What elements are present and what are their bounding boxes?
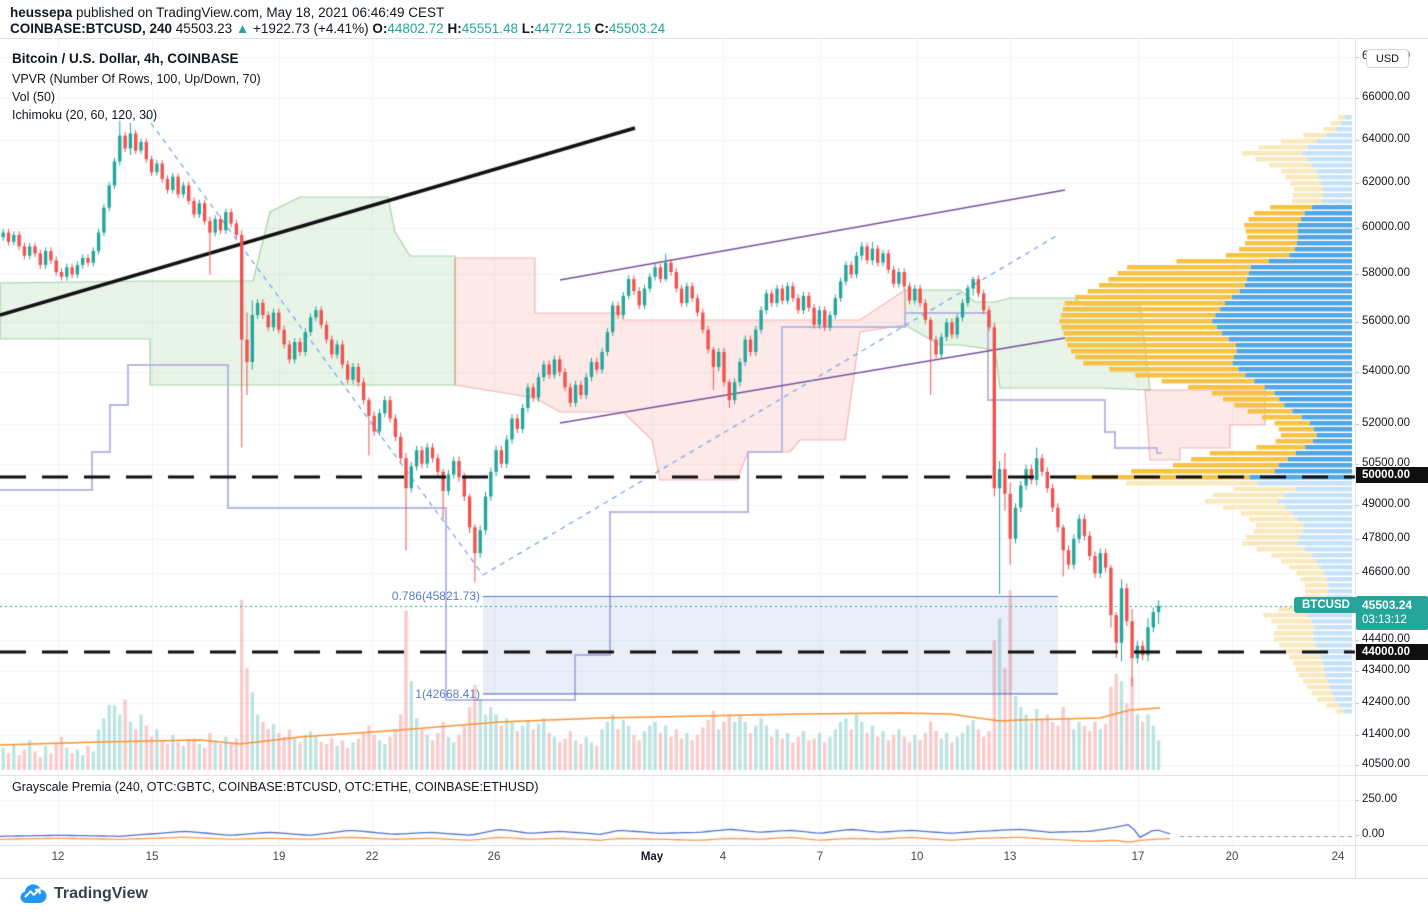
price-tick-label: 42400.00 [1362,695,1410,708]
price-tick-label: 41400.00 [1362,728,1410,741]
tradingview-logo[interactable]: TradingView [20,882,148,905]
high-value: 45551.48 [461,21,519,36]
fib-0786-label[interactable]: 0.786(45821.73) [391,589,480,603]
sub-pane-tick-label: 250.00 [1362,793,1398,805]
price-axis-border [1355,38,1356,878]
price-tick-label: 40500.00 [1362,758,1410,771]
time-axis-divider [0,845,1428,846]
price-line-symbol-tag[interactable]: BTCUSD [1294,597,1358,613]
publish-info: heussepa published on TradingView.com, M… [10,5,445,20]
price-tick-label: 64000.00 [1362,132,1410,145]
low-value: 44772.15 [534,21,591,36]
currency-toggle-button[interactable]: USD [1366,49,1409,68]
time-tick-label: 13 [1003,851,1017,863]
price-change: +1922.73 (+4.41%) [253,21,369,36]
sub-pane-legend[interactable]: Grayscale Premia (240, OTC:GBTC, COINBAS… [12,780,539,794]
price-tick-label: 58000.00 [1362,267,1410,280]
time-tick-label: 7 [816,851,824,863]
chart-title[interactable]: Bitcoin / U.S. Dollar, 4h, COINBASE [12,51,239,66]
time-tick-label: 12 [51,851,65,863]
price-tick-label: 46600.00 [1362,566,1410,579]
tradingview-logo-text: TradingView [54,884,148,902]
symbol-name[interactable]: COINBASE:BTCUSD, 240 [10,21,173,36]
time-tick-label: 15 [145,851,159,863]
level-badge-50000: 50000.00 [1356,467,1428,483]
time-tick-label: 4 [719,851,727,863]
chart-bottom-border [0,878,1428,879]
time-tick-label: 22 [365,851,379,863]
time-tick-label: May [640,851,664,863]
price-tick-label: 47800.00 [1362,531,1410,544]
open-value: 44802.72 [387,21,444,36]
price-tick-label: 62000.00 [1362,176,1410,189]
up-arrow-icon: ▲ [235,21,250,36]
symbol-ohlc-strip: COINBASE:BTCUSD, 240 45503.23 ▲ +1922.73… [10,21,666,36]
sub-pane-tick-label: 0.00 [1362,828,1385,840]
price-tick-label: 54000.00 [1362,365,1410,378]
price-tick-label: 56000.00 [1362,315,1410,328]
close-value: 45503.24 [608,21,666,36]
current-price-value: 45503.24 [1362,598,1413,612]
pane-divider[interactable] [0,775,1428,776]
last-price: 45503.23 [175,21,233,36]
legend-volume[interactable]: Vol (50) [12,90,56,104]
bar-countdown: 03:13:12 [1362,614,1407,626]
username: heussepa [10,5,73,20]
price-tick-label: 49000.00 [1362,497,1410,510]
price-tick-label: 44400.00 [1362,632,1410,645]
time-tick-label: 20 [1225,851,1239,863]
fib-1-label[interactable]: 1(42668.41) [415,687,480,701]
level-badge-44000: 44000.00 [1356,644,1428,660]
price-tick-label: 50500.00 [1362,456,1410,469]
price-tick-label: 52000.00 [1362,416,1410,429]
time-tick-label: 17 [1131,851,1145,863]
time-tick-label: 26 [487,851,501,863]
tradingview-cloud-icon [20,884,47,903]
legend-ichimoku[interactable]: Ichimoku (20, 60, 120, 30) [12,108,158,122]
price-tick-label: 60000.00 [1362,221,1410,234]
price-tick-label: 43400.00 [1362,663,1410,676]
time-tick-label: 19 [272,851,286,863]
current-price-badge: 45503.24 03:13:12 [1356,596,1428,630]
header-divider [0,38,1428,39]
time-tick-label: 10 [910,851,924,863]
price-tick-label: 66000.00 [1362,90,1410,103]
legend-vpvr[interactable]: VPVR (Number Of Rows, 100, Up/Down, 70) [12,72,261,86]
time-tick-label: 24 [1331,851,1345,863]
